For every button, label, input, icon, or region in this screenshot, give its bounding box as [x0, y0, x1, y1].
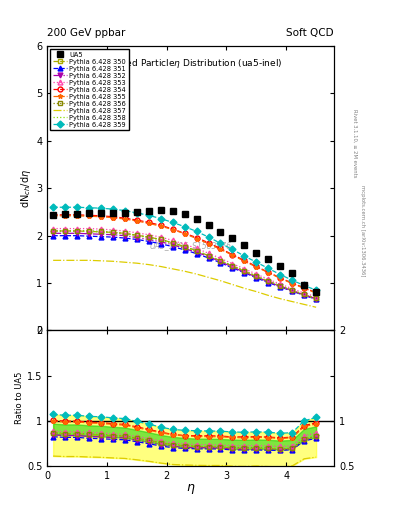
- UA5: [266, 257, 271, 263]
- Text: 200 GeV ppbar: 200 GeV ppbar: [47, 28, 125, 38]
- Legend: UA5, Pythia 6.428 350, Pythia 6.428 351, Pythia 6.428 352, Pythia 6.428 353, Pyt: UA5, Pythia 6.428 350, Pythia 6.428 351,…: [50, 49, 129, 130]
- Text: UA5_1996_S1583476: UA5_1996_S1583476: [150, 241, 231, 250]
- UA5: [314, 289, 318, 295]
- Line: UA5: UA5: [50, 207, 320, 295]
- UA5: [182, 211, 187, 218]
- UA5: [254, 250, 259, 256]
- UA5: [242, 242, 247, 248]
- UA5: [206, 222, 211, 228]
- Y-axis label: dN$_{ch}$/d$\eta$: dN$_{ch}$/d$\eta$: [19, 168, 33, 208]
- UA5: [63, 211, 68, 218]
- UA5: [147, 208, 151, 214]
- UA5: [194, 216, 199, 222]
- UA5: [123, 210, 127, 217]
- UA5: [75, 211, 79, 218]
- UA5: [278, 263, 283, 269]
- UA5: [86, 210, 91, 217]
- Text: mcplots.cern.ch [arXiv:1306.3436]: mcplots.cern.ch [arXiv:1306.3436]: [360, 185, 365, 276]
- UA5: [99, 210, 103, 217]
- Text: Rivet 3.1.10, ≥ 2M events: Rivet 3.1.10, ≥ 2M events: [352, 109, 357, 178]
- UA5: [170, 208, 175, 214]
- UA5: [51, 212, 55, 219]
- UA5: [230, 235, 235, 241]
- UA5: [218, 229, 223, 235]
- Y-axis label: Ratio to UA5: Ratio to UA5: [15, 372, 24, 424]
- UA5: [134, 209, 139, 215]
- UA5: [290, 270, 295, 276]
- Text: Charged Particle$\eta$ Distribution $\mathregular{(ua5\text{-}inel)}$: Charged Particle$\eta$ Distribution $\ma…: [99, 57, 282, 71]
- UA5: [158, 207, 163, 213]
- UA5: [302, 283, 307, 289]
- Text: Soft QCD: Soft QCD: [286, 28, 334, 38]
- UA5: [110, 210, 115, 216]
- X-axis label: $\eta$: $\eta$: [186, 482, 195, 496]
